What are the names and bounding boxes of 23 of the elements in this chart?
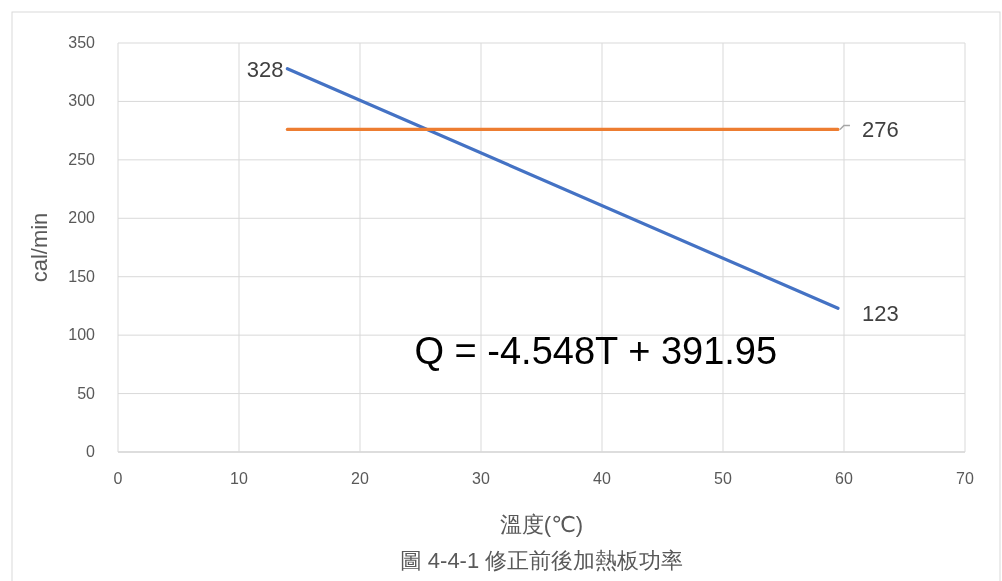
y-tick-label: 50 [77,384,96,402]
y-tick-label: 0 [86,443,96,460]
data-label: 123 [861,301,899,327]
x-tick-label: 20 [351,470,369,487]
y-tick-label: 350 [68,34,96,51]
x-tick-label: 50 [714,470,732,487]
x-tick-label: 40 [593,470,611,487]
x-tick-label: 10 [230,470,248,487]
y-axis-title: cal/min [27,212,52,283]
y-tick-label: 150 [68,267,96,285]
y-tick-label: 100 [68,326,96,344]
text: 圖 4-4-1 修正前後加熱板功率 [399,548,684,573]
x-axis-title: 溫度(℃) [499,512,584,537]
x-tick-label: 30 [472,470,490,487]
annotation: Q = -4.548T + 391.95 [414,330,778,373]
x-tick-label: 70 [956,470,974,487]
y-tick-label: 200 [68,209,96,227]
y-tick-label: 250 [68,150,96,168]
x-tick-label: 60 [835,470,853,487]
x-tick-label: 0 [113,470,123,487]
data-label: 328 [246,56,284,82]
y-tick-label: 300 [68,92,96,110]
data-label: 276 [861,117,899,143]
